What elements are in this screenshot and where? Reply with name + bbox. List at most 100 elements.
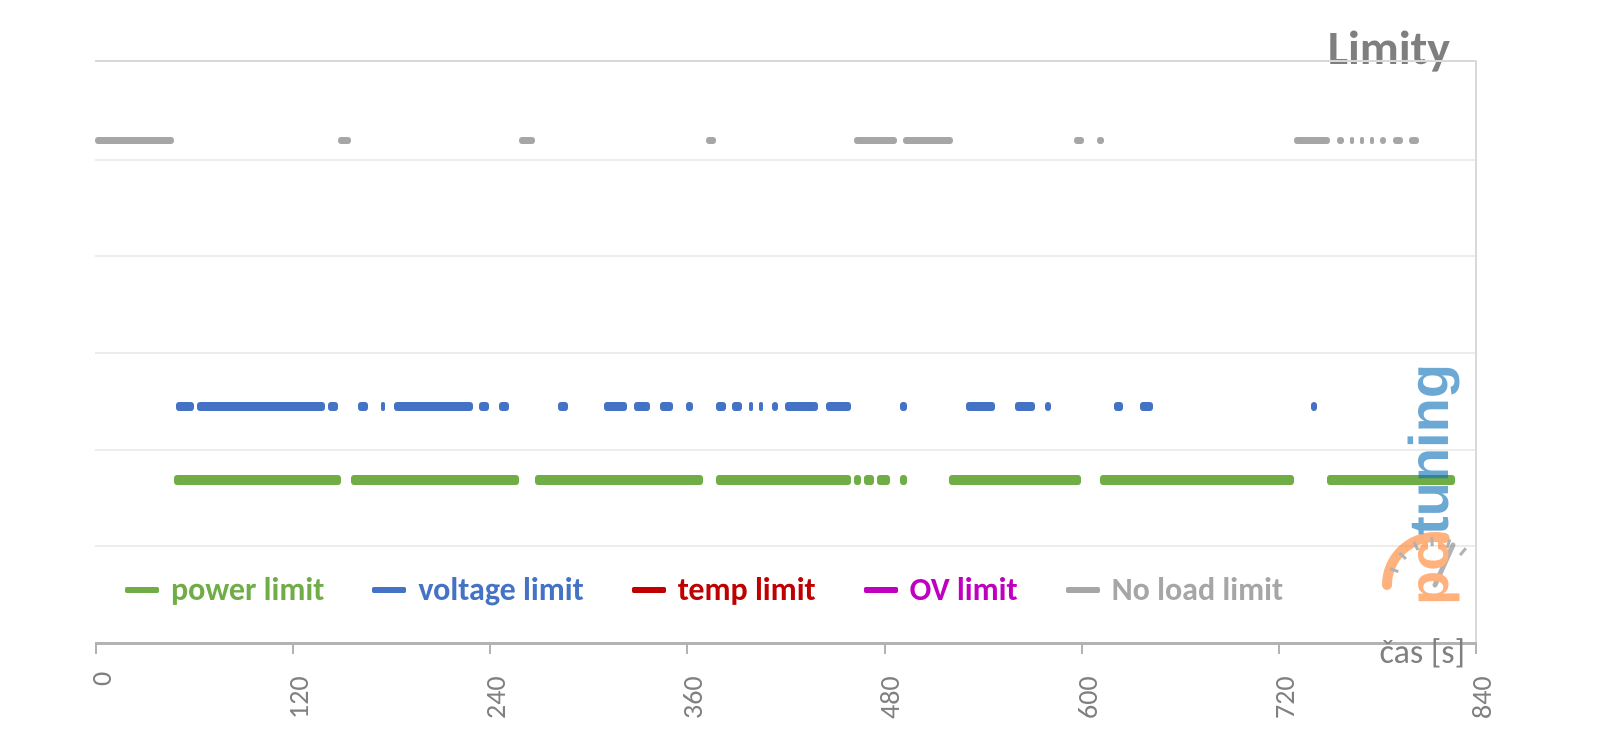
x-tick-label: 120 (281, 676, 316, 719)
data-segment (706, 137, 716, 144)
data-segment (1097, 137, 1104, 144)
data-segment (732, 402, 742, 411)
data-segment (479, 402, 489, 411)
data-segment (660, 402, 673, 411)
data-segment (1140, 402, 1153, 411)
data-segment (1360, 137, 1364, 144)
legend-swatch (864, 587, 898, 593)
data-segment (1409, 137, 1419, 144)
data-segment (394, 402, 473, 411)
data-segment (634, 402, 650, 411)
data-segment (686, 402, 693, 411)
x-tick-label: 480 (872, 676, 907, 719)
data-segment (1380, 137, 1387, 144)
series-no_load_limit (95, 137, 1475, 144)
data-segment (535, 475, 703, 485)
legend-label: power limit (171, 570, 324, 609)
gridline (95, 352, 1475, 354)
legend-item: power limit (125, 570, 324, 609)
x-axis-line (95, 642, 1475, 645)
data-segment (558, 402, 568, 411)
x-tick (884, 642, 886, 654)
watermark-pctuning: pctuning (1380, 355, 1500, 655)
data-segment (1045, 402, 1052, 411)
x-tick-label: 840 (1464, 676, 1499, 719)
gridline (95, 255, 1475, 257)
data-segment (95, 137, 174, 144)
data-segment (1370, 137, 1374, 144)
x-tick (95, 642, 97, 654)
data-segment (358, 402, 368, 411)
data-segment (903, 137, 952, 144)
x-tick (1278, 642, 1280, 654)
legend-item: voltage limit (372, 570, 583, 609)
svg-text:tuning: tuning (1397, 364, 1460, 535)
data-segment (1337, 137, 1344, 144)
data-segment (749, 402, 753, 411)
data-segment (854, 475, 861, 485)
gridline (95, 545, 1475, 547)
x-tick (1475, 642, 1477, 654)
data-segment (1100, 475, 1294, 485)
legend-label: OV limit (910, 570, 1018, 609)
data-segment (519, 137, 535, 144)
data-segment (1294, 137, 1330, 144)
data-segment (604, 402, 627, 411)
x-tick (686, 642, 688, 654)
x-tick-label: 360 (675, 676, 710, 719)
svg-text:pc: pc (1397, 540, 1460, 605)
data-segment (328, 402, 338, 411)
data-segment (716, 475, 851, 485)
x-tick-label: 0 (84, 672, 119, 686)
series-power_limit (95, 475, 1475, 485)
data-segment (1311, 402, 1318, 411)
gridline (95, 159, 1475, 161)
legend-label: No load limit (1112, 570, 1283, 609)
data-segment (351, 475, 519, 485)
legend-swatch (632, 587, 666, 593)
legend-item: No load limit (1066, 570, 1283, 609)
legend-swatch (125, 587, 159, 593)
watermark-svg: pctuning (1380, 355, 1500, 655)
data-segment (864, 475, 874, 485)
x-tick (1081, 642, 1083, 654)
legend-item: temp limit (632, 570, 816, 609)
plot-area (95, 60, 1477, 642)
legend-label: temp limit (678, 570, 816, 609)
data-segment (900, 402, 907, 411)
series-voltage_limit (95, 402, 1475, 411)
data-segment (1114, 402, 1124, 411)
data-segment (772, 402, 779, 411)
x-tick-label: 720 (1267, 676, 1302, 719)
legend-swatch (372, 587, 406, 593)
chart-container: Limity čas [s] power limitvoltage limitt… (0, 0, 1600, 745)
data-segment (174, 475, 342, 485)
data-segment (499, 402, 509, 411)
x-tick-label: 600 (1070, 676, 1105, 719)
data-segment (785, 402, 818, 411)
x-tick (489, 642, 491, 654)
data-segment (966, 402, 996, 411)
data-segment (381, 402, 385, 411)
data-segment (900, 475, 907, 485)
x-tick-label: 240 (478, 676, 513, 719)
data-segment (1393, 137, 1403, 144)
data-segment (338, 137, 351, 144)
data-segment (759, 402, 763, 411)
legend-item: OV limit (864, 570, 1018, 609)
data-segment (949, 475, 1080, 485)
legend: power limit voltage limit temp limit OV lim… (125, 570, 1283, 609)
data-segment (1350, 137, 1354, 144)
data-segment (1015, 402, 1035, 411)
data-segment (197, 402, 325, 411)
legend-label: voltage limit (418, 570, 583, 609)
gridline (95, 449, 1475, 451)
data-segment (1074, 137, 1084, 144)
legend-swatch (1066, 587, 1100, 593)
x-tick (292, 642, 294, 654)
data-segment (716, 402, 726, 411)
data-segment (176, 402, 194, 411)
data-segment (826, 402, 851, 411)
data-segment (854, 137, 897, 144)
data-segment (877, 475, 890, 485)
